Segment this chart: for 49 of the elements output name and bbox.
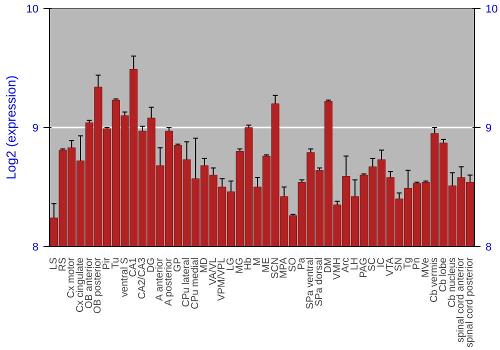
x-tick-label: OB anterior [84, 256, 95, 309]
x-tick-label: Pa [296, 257, 308, 270]
x-tick-label: ventral S [119, 257, 130, 297]
x-tick-label: Cb nucleus [446, 258, 458, 308]
x-tick-label: spinal cord anterior [456, 256, 467, 343]
y-tick-label: 10 [26, 4, 39, 16]
x-tick-label: CA2/CA3 [136, 257, 148, 300]
x-tick-label: PAG [358, 257, 370, 278]
x-tick-label: ME [260, 257, 272, 272]
x-tick-label: SPa dorsal [314, 257, 326, 306]
x-tick-label: OB posterior [92, 256, 104, 314]
x-tick-label: A anterior [154, 257, 166, 301]
x-tick-label: CA1 [128, 257, 140, 277]
y-axis-title: Log2 (expression) [3, 75, 18, 180]
x-tick-label: RS [57, 257, 68, 272]
y-tick-label: 9 [32, 122, 39, 134]
x-tick-label: Pir [102, 256, 113, 270]
x-tick-label: SO [287, 257, 298, 272]
x-tick-label: IC [376, 258, 388, 268]
x-tick-label: DM [322, 257, 334, 274]
x-tick-label: M [252, 257, 264, 266]
x-tick-label: SCN [270, 257, 281, 279]
x-tick-label: GP [172, 257, 184, 272]
y2-tick-label: 9 [486, 122, 492, 134]
x-tick-label: VMH [332, 257, 343, 280]
x-tick-label: Cb lobe [438, 257, 450, 292]
y-tick-label: 8 [32, 242, 39, 254]
x-tick-label: VTA [384, 257, 396, 276]
x-tick-label: Hb [243, 257, 254, 270]
x-tick-label: spinal cord posterior [464, 256, 476, 348]
x-tick-label: Tg [402, 258, 414, 270]
x-tick-label: MD [198, 257, 210, 274]
x-tick-label: LH [349, 257, 360, 270]
x-tick-label: MPA [278, 257, 290, 278]
x-tick-label: Pn [411, 257, 422, 270]
y2-tick-label: 10 [486, 4, 498, 16]
x-tick-label: Tu [110, 257, 122, 269]
x-tick-label: SC [367, 257, 378, 272]
x-tick-label: DG [146, 257, 157, 272]
x-tick-label: Arc [340, 258, 352, 272]
x-tick-label: LS [48, 257, 60, 270]
x-tick-label: MVe [420, 257, 432, 278]
x-tick-label: Cx cingulate [74, 257, 86, 313]
x-tick-label: VPM/VPL [216, 257, 228, 301]
x-tick-label: A posterior [164, 257, 175, 306]
x-tick-label: SN [394, 257, 405, 272]
x-tick-label: LG [226, 257, 237, 271]
y2-tick-label: 8 [486, 242, 492, 254]
x-tick-label: CPu medial [190, 257, 202, 310]
